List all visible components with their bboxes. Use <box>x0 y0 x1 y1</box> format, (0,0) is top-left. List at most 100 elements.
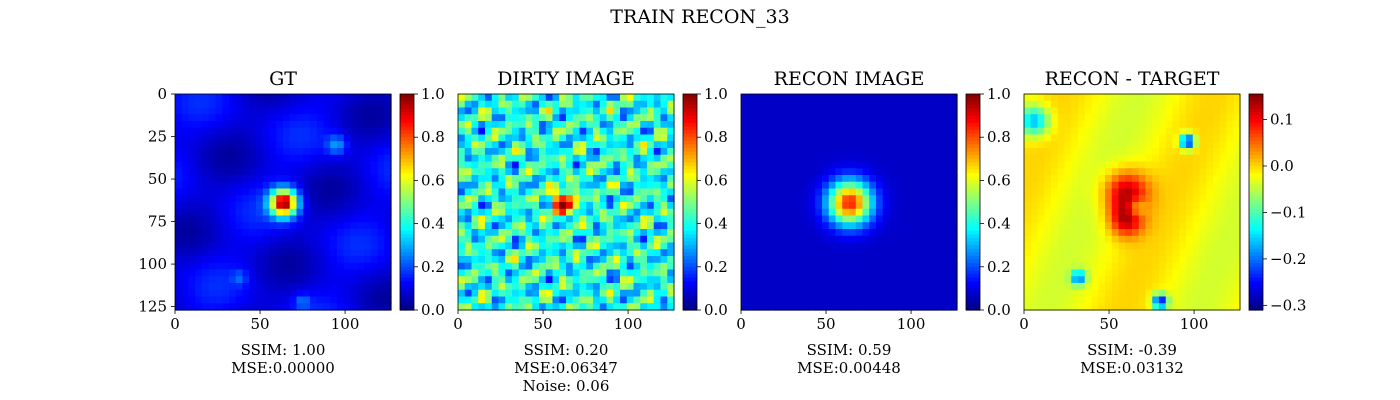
heatmap-cell <box>741 262 749 271</box>
heatmap-cell <box>640 229 648 237</box>
colorbar-segment <box>683 126 697 131</box>
colorbar-segment <box>966 198 980 203</box>
heatmap-cell <box>1105 289 1113 298</box>
heatmap-cell <box>626 195 635 203</box>
heatmap-cell <box>1132 283 1140 291</box>
heatmap-cell <box>464 283 473 291</box>
heatmap-cell <box>1078 134 1086 142</box>
heatmap-cell <box>1152 148 1160 156</box>
heatmap-cell <box>1206 249 1214 257</box>
heatmap-cell <box>276 202 284 210</box>
heatmap-cell <box>188 242 196 250</box>
heatmap-cell <box>1111 276 1120 284</box>
heatmap-cell <box>310 181 318 190</box>
heatmap-cell <box>626 94 635 102</box>
heatmap-cell <box>491 289 500 298</box>
heatmap-cell <box>485 303 493 311</box>
heatmap-cell <box>896 148 904 156</box>
heatmap-cell <box>869 188 877 196</box>
heatmap-cell <box>330 256 338 264</box>
heatmap-cell <box>593 262 601 271</box>
heatmap-cell <box>1091 303 1099 311</box>
heatmap-cell <box>633 235 641 244</box>
heatmap-cell <box>936 134 945 142</box>
heatmap-cell <box>653 208 662 217</box>
heatmap-cell <box>343 100 352 109</box>
heatmap-cell <box>276 276 284 284</box>
heatmap-cell <box>1172 195 1180 203</box>
heatmap-cell <box>1037 303 1045 311</box>
heatmap-cell <box>1037 276 1045 284</box>
heatmap-cell <box>471 107 479 115</box>
heatmap-cell <box>1111 256 1120 264</box>
heatmap-cell <box>1091 134 1099 142</box>
heatmap-cell <box>876 181 884 190</box>
heatmap-cell <box>1192 100 1201 109</box>
heatmap-cell <box>572 181 581 190</box>
heatmap-cell <box>572 222 581 230</box>
heatmap-cell <box>781 202 789 210</box>
heatmap-cell <box>1030 235 1039 244</box>
heatmap-cell <box>842 235 850 244</box>
heatmap-cell <box>808 161 816 169</box>
heatmap-cell <box>485 222 493 230</box>
heatmap-cell <box>640 222 648 230</box>
heatmap-cell <box>930 303 938 311</box>
colorbar-segment <box>400 173 414 178</box>
heatmap-cell <box>1213 202 1221 210</box>
heatmap-cell <box>633 256 641 264</box>
colorbar-segment <box>966 144 980 149</box>
colorbar-segment <box>966 270 980 275</box>
heatmap-cell <box>1044 134 1052 142</box>
heatmap-cell <box>337 235 345 244</box>
heatmap-cell <box>862 107 870 115</box>
heatmap-cell <box>532 121 540 129</box>
heatmap-cell <box>229 107 237 115</box>
heatmap-cell <box>761 107 769 115</box>
heatmap-cell <box>202 175 210 183</box>
heatmap-cell <box>815 249 823 257</box>
heatmap-cell <box>1091 121 1099 129</box>
heatmap-cell <box>552 148 560 156</box>
colorbar-segment <box>1249 126 1263 131</box>
heatmap-cell <box>1138 208 1147 217</box>
heatmap-cell <box>518 222 527 230</box>
heatmap-cell <box>916 283 924 291</box>
heatmap-cell <box>188 202 196 210</box>
heatmap-cell <box>310 235 318 244</box>
heatmap-cell <box>1030 229 1039 237</box>
heatmap-cell <box>808 141 816 149</box>
heatmap-cell <box>586 134 594 142</box>
heatmap-cell <box>1233 276 1241 284</box>
colorbar-segment <box>966 205 980 210</box>
heatmap-cell <box>1098 127 1106 136</box>
heatmap-cell <box>1078 121 1086 129</box>
heatmap-cell <box>195 121 203 129</box>
heatmap-cell <box>660 161 668 169</box>
heatmap-cell <box>289 296 298 304</box>
heatmap-cell <box>849 100 857 109</box>
heatmap-cell <box>855 154 864 163</box>
heatmap-cell <box>943 262 951 271</box>
heatmap-cell <box>188 256 196 264</box>
heatmap-cell <box>471 269 479 277</box>
colorbar-segment <box>966 140 980 145</box>
heatmap-cell <box>923 296 931 304</box>
heatmap-cell <box>175 202 183 210</box>
heatmap-cell <box>950 100 958 109</box>
heatmap-cell <box>930 222 938 230</box>
heatmap-cell <box>471 114 479 122</box>
heatmap-cell <box>930 269 938 277</box>
heatmap-cell <box>559 141 567 149</box>
heatmap-cell <box>229 148 237 156</box>
heatmap-cell <box>741 296 749 304</box>
heatmap-cell <box>667 141 675 149</box>
heatmap-cell <box>330 134 338 142</box>
heatmap-cell <box>545 127 554 136</box>
heatmap-cell <box>572 154 581 163</box>
heatmap-cell <box>1064 289 1072 298</box>
heatmap-cell <box>855 195 864 203</box>
heatmap-cell <box>296 127 304 136</box>
heatmap-cell <box>626 134 635 142</box>
heatmap-cell <box>1186 222 1194 230</box>
